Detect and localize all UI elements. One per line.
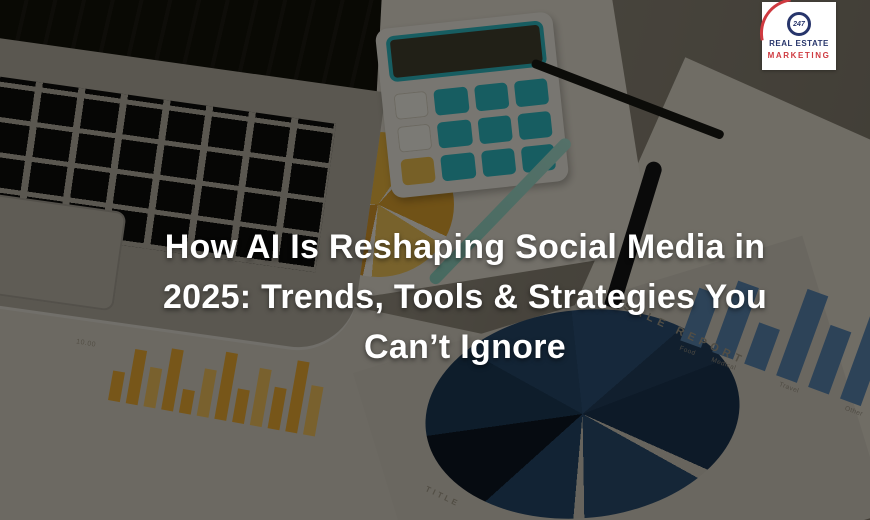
logo-badge-number: 247 [793, 20, 805, 28]
title-line: Can’t Ignore [364, 328, 566, 366]
title-line: How AI Is Reshaping Social Media in [164, 228, 766, 266]
article-title: How AI Is Reshaping Social Media in 2025… [60, 222, 870, 372]
logo-badge-icon: 247 [787, 12, 811, 36]
logo-card: 247 REAL ESTATE MARKETING [762, 2, 836, 70]
title-line: 2025: Trends, Tools & Strategies You [162, 278, 768, 316]
